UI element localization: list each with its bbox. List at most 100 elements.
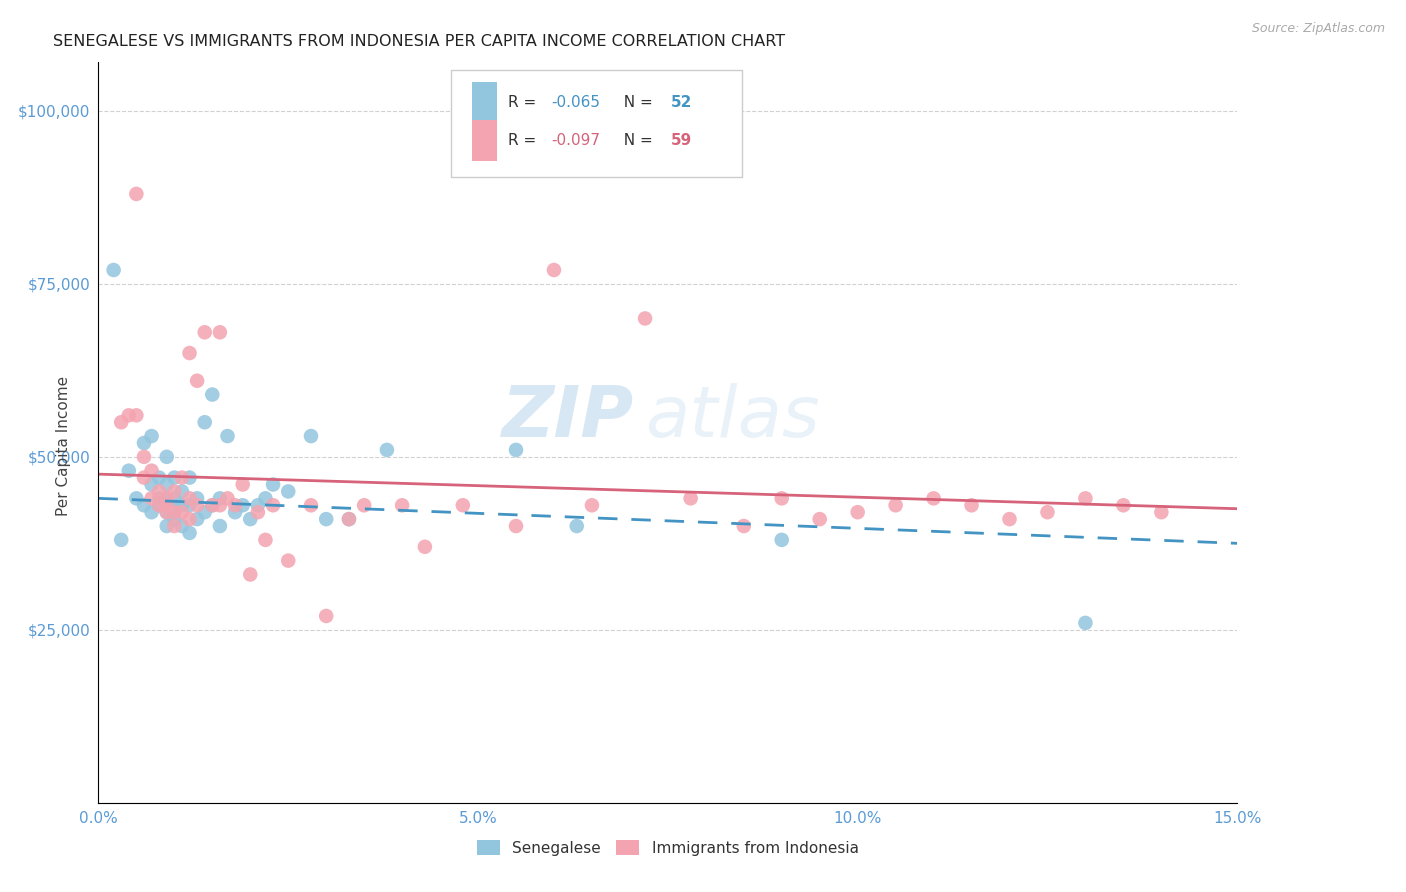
Point [148,498,170,512]
Point [148,470,170,484]
Text: 59: 59 [671,133,693,148]
Point [141,464,163,478]
Point [246,498,269,512]
Text: Source: ZipAtlas.com: Source: ZipAtlas.com [1251,22,1385,36]
Point [262,498,284,512]
Point [132,470,155,484]
Point [960,498,983,512]
Point [679,491,702,506]
Point [170,498,193,512]
Point [156,505,179,519]
Point [733,519,755,533]
Point [179,470,201,484]
Point [194,415,217,429]
Point [391,498,413,512]
Point [277,554,299,568]
Point [1112,498,1135,512]
Point [186,491,208,506]
Point [208,519,231,533]
Text: Per Capita Income: Per Capita Income [56,376,70,516]
Point [232,498,254,512]
Bar [472,120,498,161]
Point [163,519,186,533]
Point [770,533,793,547]
Point [148,491,170,506]
Point [163,484,186,499]
Point [141,429,163,443]
Point [141,491,163,506]
Point [770,491,793,506]
Point [163,470,186,484]
Point [375,442,398,457]
Point [186,374,208,388]
Point [581,498,603,512]
Text: atlas: atlas [645,384,820,452]
Point [634,311,657,326]
Point [208,498,231,512]
Point [413,540,436,554]
Point [141,477,163,491]
Point [156,491,179,506]
Point [299,498,322,512]
Point [239,567,262,582]
Point [217,429,239,443]
Text: SENEGALESE VS IMMIGRANTS FROM INDONESIA PER CAPITA INCOME CORRELATION CHART: SENEGALESE VS IMMIGRANTS FROM INDONESIA … [53,34,785,49]
Point [201,387,224,401]
Point [170,519,193,533]
Point [156,450,179,464]
Point [170,484,193,499]
Text: 52: 52 [671,95,693,111]
Point [163,512,186,526]
Point [163,498,186,512]
Point [565,519,588,533]
Point [194,505,217,519]
Point [125,491,148,506]
Text: -0.097: -0.097 [551,133,600,148]
Point [1036,505,1059,519]
Point [208,326,231,340]
Point [884,498,907,512]
Point [179,512,201,526]
Point [1074,491,1097,506]
Point [156,505,179,519]
Point [179,346,201,360]
Point [132,498,155,512]
Point [246,505,269,519]
Point [451,498,474,512]
Text: R =: R = [509,95,541,111]
Point [1150,505,1173,519]
Text: -0.065: -0.065 [551,95,600,111]
Point [125,186,148,201]
Point [846,505,869,519]
Point [170,470,193,484]
Point [505,519,527,533]
Point [186,512,208,526]
Point [224,498,246,512]
Point [543,263,565,277]
Point [156,498,179,512]
Point [148,498,170,512]
Point [118,464,141,478]
Point [808,512,831,526]
Point [186,498,208,512]
Point [163,505,186,519]
Point [353,498,375,512]
Point [337,512,360,526]
Point [132,450,155,464]
Point [505,442,527,457]
Point [208,491,231,506]
Point [179,525,201,540]
Point [1074,615,1097,630]
Point [315,609,337,624]
Text: N =: N = [614,133,658,148]
Point [163,491,186,506]
Point [156,491,179,506]
Point [179,498,201,512]
Point [156,477,179,491]
Point [337,512,360,526]
Point [262,477,284,491]
Point [125,409,148,423]
FancyBboxPatch shape [451,70,742,178]
Point [998,512,1021,526]
Bar [472,82,498,123]
